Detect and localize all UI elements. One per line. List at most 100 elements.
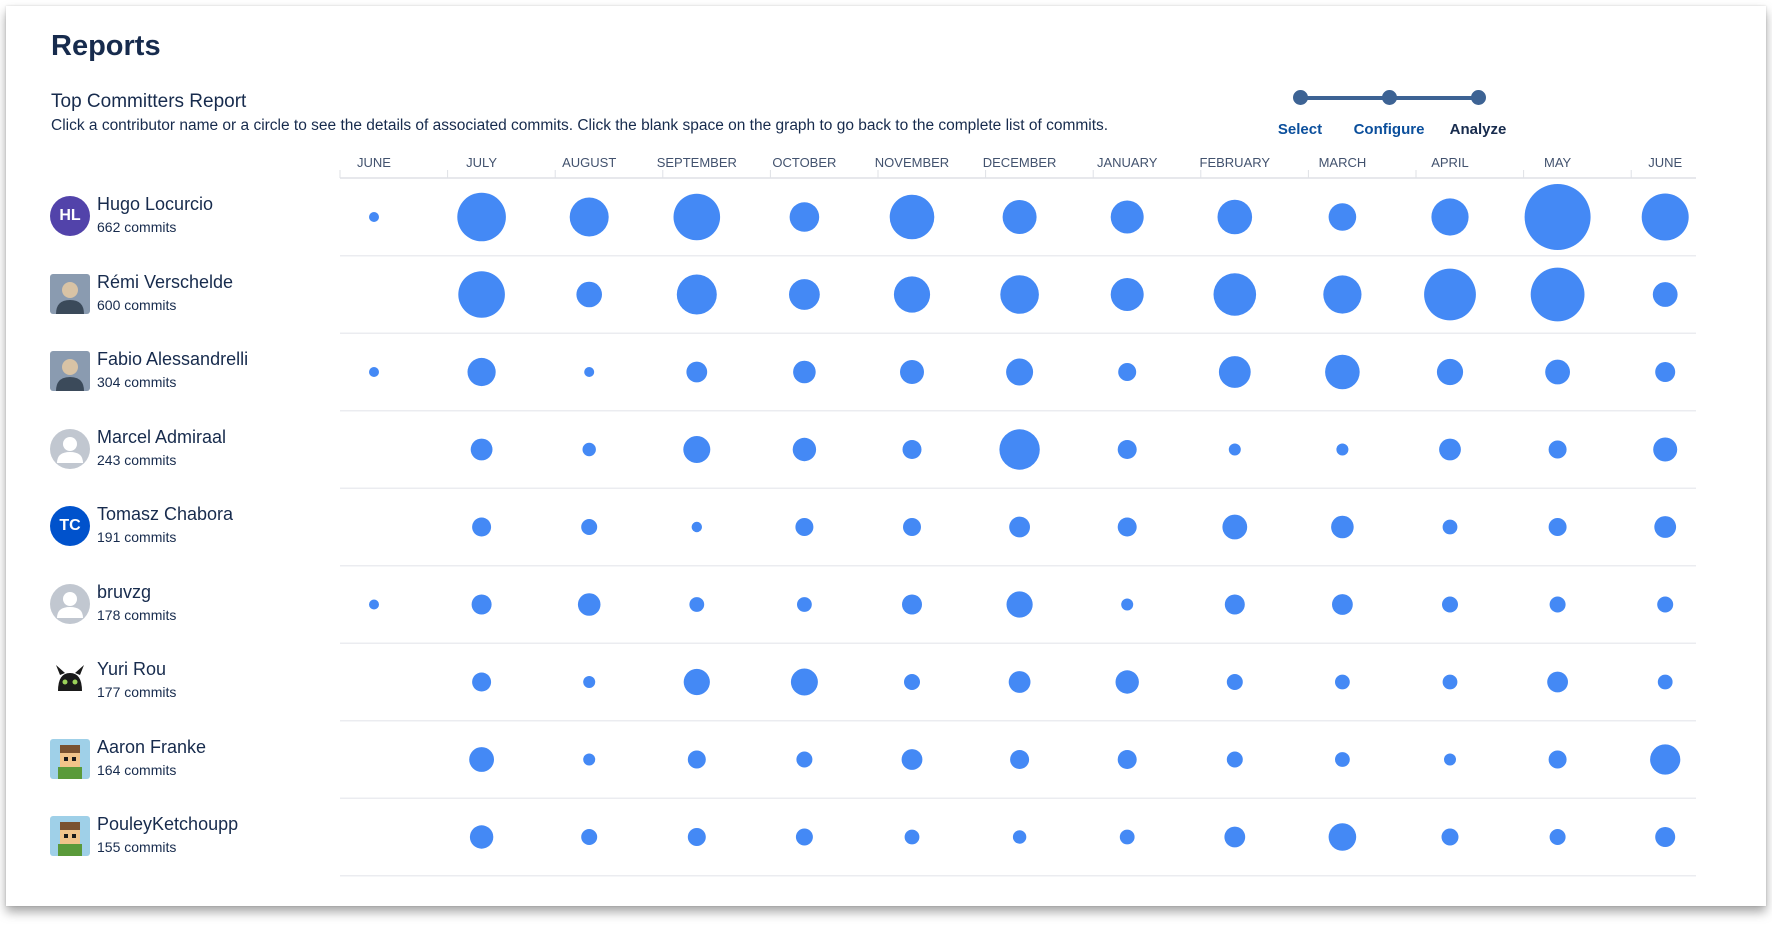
commit-bubble[interactable] (457, 192, 506, 242)
commit-bubble[interactable] (1548, 518, 1567, 536)
commit-bubble[interactable] (1530, 267, 1585, 322)
commit-bubble[interactable] (687, 828, 706, 846)
commit-bubble[interactable] (1222, 514, 1248, 540)
commit-bubble[interactable] (900, 360, 924, 384)
step-configure-link[interactable]: Configure (1353, 121, 1425, 138)
commit-bubble[interactable] (1228, 443, 1241, 456)
commit-bubble[interactable] (1442, 519, 1458, 535)
commit-bubble[interactable] (1441, 828, 1459, 846)
commit-bubble[interactable] (576, 281, 602, 308)
contributor-item[interactable]: bruvzg 178 commits (50, 582, 330, 630)
commit-bubble[interactable] (893, 276, 931, 313)
commit-bubble[interactable] (1325, 354, 1360, 390)
commit-bubble[interactable] (582, 442, 596, 457)
commit-bubble[interactable] (1117, 750, 1137, 769)
commit-bubble[interactable] (577, 593, 601, 616)
commit-bubble[interactable] (1010, 750, 1030, 769)
commit-bubble[interactable] (1213, 273, 1257, 316)
commit-bubble[interactable] (889, 194, 935, 240)
commit-bubble[interactable] (1006, 591, 1033, 618)
commit-bubble[interactable] (676, 274, 717, 315)
commit-bubble[interactable] (1439, 438, 1461, 461)
commit-bubble[interactable] (683, 668, 710, 696)
commit-bubble[interactable] (902, 440, 922, 459)
commit-bubble[interactable] (1335, 752, 1350, 767)
commit-bubble[interactable] (1115, 670, 1139, 694)
commit-bubble[interactable] (789, 279, 820, 310)
contributor-item[interactable]: Aaron Franke 164 commits (50, 737, 330, 785)
contributor-item[interactable]: Rémi Verschelde 600 commits (50, 272, 330, 320)
commit-bubble[interactable] (691, 521, 702, 533)
commit-bubble[interactable] (458, 271, 505, 318)
contributor-name[interactable]: Tomasz Chabora (97, 504, 234, 524)
commit-bubble[interactable] (1657, 596, 1674, 613)
commit-bubble[interactable] (795, 518, 814, 536)
commit-bubble[interactable] (583, 676, 596, 688)
commit-bubble[interactable] (581, 519, 598, 535)
commit-bubble[interactable] (369, 367, 379, 377)
commit-bubble[interactable] (1217, 199, 1253, 235)
commit-bubble[interactable] (1650, 744, 1681, 775)
commit-bubble[interactable] (1424, 268, 1476, 321)
commit-bubble[interactable] (1657, 674, 1673, 690)
commit-bubble[interactable] (1009, 516, 1030, 538)
commit-bubble[interactable] (904, 829, 920, 845)
commit-bubble[interactable] (1218, 356, 1251, 388)
commit-bubble[interactable] (1328, 203, 1357, 231)
commit-bubble[interactable] (1431, 198, 1469, 236)
commit-bubble[interactable] (467, 357, 496, 387)
contributor-name[interactable]: Aaron Franke (97, 736, 207, 757)
commit-bubble[interactable] (1323, 275, 1362, 314)
commit-bubble[interactable] (1224, 594, 1245, 615)
commit-bubble[interactable] (1548, 750, 1567, 769)
step-dot-select[interactable] (1293, 90, 1308, 105)
commit-bubble[interactable] (793, 360, 816, 384)
commit-bubble[interactable] (1332, 594, 1353, 615)
step-dot-configure[interactable] (1382, 90, 1397, 105)
commit-bubble[interactable] (1000, 275, 1039, 314)
commit-bubble[interactable] (369, 599, 379, 610)
commit-bubble[interactable] (1655, 362, 1676, 382)
commit-bubble[interactable] (790, 668, 818, 696)
commit-bubble[interactable] (1008, 671, 1031, 693)
contributor-name[interactable]: PouleyKetchoupp (97, 814, 239, 834)
commit-bubble[interactable] (904, 674, 920, 690)
commit-bubble[interactable] (1117, 517, 1137, 537)
commit-bubble[interactable] (1328, 823, 1357, 851)
commit-bubble[interactable] (687, 750, 706, 769)
contributor-item[interactable]: Marcel Admiraal 243 commits (50, 427, 330, 475)
commit-bubble[interactable] (903, 518, 921, 536)
commit-bubble[interactable] (1549, 829, 1566, 845)
commit-bubble[interactable] (1653, 437, 1678, 462)
commit-bubble[interactable] (1335, 674, 1350, 690)
commit-bubble[interactable] (1118, 363, 1137, 381)
commit-bubble[interactable] (1331, 515, 1354, 539)
commit-bubble[interactable] (1545, 359, 1570, 385)
contributor-item[interactable]: PouleyKetchoupp 155 commits (50, 814, 330, 862)
commit-bubble[interactable] (1336, 443, 1349, 456)
commit-bubble[interactable] (1119, 829, 1135, 845)
commit-bubble[interactable] (1110, 200, 1144, 234)
commit-bubble[interactable] (902, 594, 922, 615)
commit-bubble[interactable] (789, 202, 820, 232)
contributor-item[interactable]: HL Hugo Locurcio 662 commits (50, 194, 330, 242)
commit-bubble[interactable] (901, 749, 923, 770)
commit-bubble[interactable] (472, 517, 492, 537)
commit-bubble[interactable] (795, 828, 813, 846)
contributor-name[interactable]: Hugo Locurcio (97, 194, 214, 214)
commit-bubble[interactable] (470, 438, 493, 461)
commit-bubble[interactable] (796, 751, 813, 768)
commit-bubble[interactable] (1226, 751, 1243, 768)
contributor-name[interactable]: Marcel Admiraal (97, 426, 227, 447)
contributor-name[interactable]: Yuri Rou (97, 659, 167, 679)
commit-bubble[interactable] (999, 429, 1040, 470)
commit-bubble[interactable] (1548, 440, 1567, 459)
contributor-item[interactable]: Fabio Alessandrelli 304 commits (50, 349, 330, 397)
commit-bubble[interactable] (1006, 358, 1034, 386)
commit-bubble[interactable] (1524, 184, 1591, 250)
commit-bubble[interactable] (369, 212, 379, 222)
commit-bubble[interactable] (1549, 596, 1566, 613)
commit-bubble[interactable] (1436, 358, 1464, 386)
commit-bubble[interactable] (1652, 282, 1678, 307)
